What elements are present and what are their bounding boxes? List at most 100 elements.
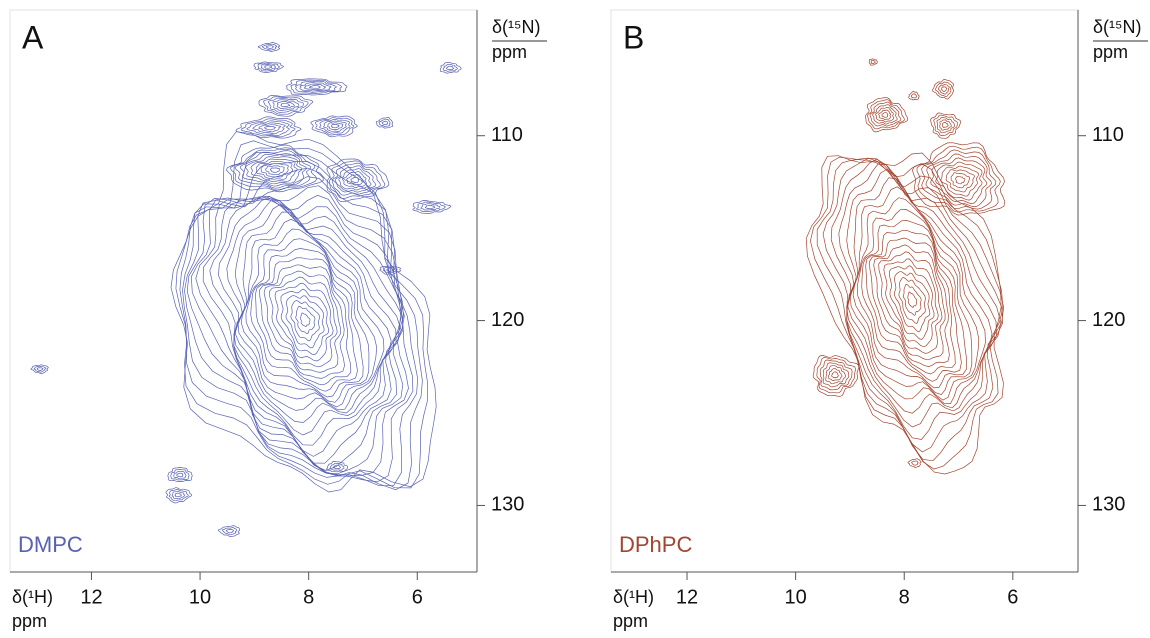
contour-line (907, 458, 922, 468)
contour-line (233, 203, 392, 423)
contour-line (286, 78, 348, 96)
contour-line (338, 168, 372, 191)
contour-line (831, 371, 839, 379)
contour-line (868, 58, 878, 66)
contour-line (847, 177, 986, 404)
contour-line (255, 257, 352, 386)
contour-line (878, 109, 892, 121)
contour-line (261, 43, 278, 51)
y-tick-label: 120 (491, 309, 524, 331)
contour-line (260, 163, 289, 178)
contour-line (33, 365, 47, 373)
contour-line (334, 165, 377, 193)
contour-line (184, 167, 414, 483)
contour-line (412, 200, 452, 214)
contour-line (912, 142, 1006, 216)
x-tick-label: 8 (303, 586, 314, 608)
contour-line (881, 112, 889, 118)
contour-line (252, 122, 286, 135)
contours (805, 58, 1006, 475)
contour-line (173, 470, 187, 479)
contour-line (319, 118, 351, 134)
contour-line (416, 201, 446, 212)
contour-line (269, 167, 281, 173)
y-axis-unit: ppm (492, 42, 527, 62)
contour-line (235, 116, 302, 139)
contour-line (269, 276, 338, 368)
contour-line (816, 157, 1005, 462)
contour-line (327, 122, 344, 130)
contour-line (894, 271, 931, 332)
contour-line (170, 469, 190, 481)
contour-line (295, 306, 316, 334)
contour-line (167, 467, 193, 482)
contour-line (259, 264, 345, 379)
contour-line (276, 101, 295, 109)
contour-line (258, 124, 282, 133)
contour-line (828, 368, 843, 382)
contour-line (263, 96, 309, 115)
x-tick-label: 10 (189, 586, 211, 608)
contour-line (245, 238, 364, 398)
contour-line (326, 461, 348, 473)
contour-line (940, 86, 948, 92)
contour-line (280, 288, 329, 355)
y-tick-label: 110 (1092, 124, 1124, 146)
contour-line (246, 120, 290, 136)
contour-line (945, 169, 975, 193)
x-tick-label: 6 (412, 586, 423, 608)
contour-line (245, 156, 303, 185)
contour-line (849, 186, 980, 401)
contour-line (257, 62, 280, 72)
contour-line (936, 117, 955, 134)
contour-line (869, 237, 950, 367)
contour-line (950, 172, 971, 189)
contour-line (253, 61, 284, 73)
contour-line (908, 91, 920, 101)
contour-line (175, 140, 429, 489)
sample-label: DPhPC (619, 532, 692, 557)
contour-line (274, 282, 334, 362)
contour-line (938, 84, 950, 95)
contour-line (170, 131, 437, 493)
contour-line (310, 115, 358, 138)
plot-frame (610, 9, 1079, 573)
contour-line (878, 251, 943, 354)
contour-line (424, 204, 436, 209)
contour-line (294, 80, 337, 93)
contour-line (382, 266, 398, 274)
contour-line (379, 265, 401, 275)
contour-line (240, 118, 296, 138)
x-axis-unit: ppm (613, 611, 648, 631)
contour-line (883, 258, 939, 348)
y-axis-label: δ(¹⁵N) (1093, 17, 1141, 37)
contour-line (903, 283, 922, 316)
contour-line (225, 144, 324, 193)
contour-line (333, 464, 341, 469)
contour-line (300, 312, 311, 327)
contour-line (182, 161, 419, 487)
contour-line (816, 357, 856, 394)
contour-line (805, 152, 1004, 475)
contour-line (237, 218, 378, 408)
contour-line (315, 117, 355, 136)
contour-line (261, 64, 276, 70)
contour-line (326, 158, 390, 203)
contour-line (179, 151, 423, 491)
contour-line (869, 101, 902, 127)
contour-line (442, 63, 458, 72)
contour-line (822, 362, 850, 388)
contour-line (925, 153, 992, 207)
contour-line (250, 248, 358, 392)
contour-line (939, 119, 952, 131)
contour-line (935, 81, 952, 98)
contour-line (810, 156, 1004, 470)
contour-line (875, 106, 895, 123)
contour-line (865, 97, 909, 133)
contour-line (940, 165, 979, 197)
contour-line (265, 165, 285, 176)
contour-line (865, 229, 956, 375)
panel-label: A (22, 19, 44, 55)
x-tick-label: 8 (899, 586, 910, 608)
contour-line (375, 117, 394, 129)
